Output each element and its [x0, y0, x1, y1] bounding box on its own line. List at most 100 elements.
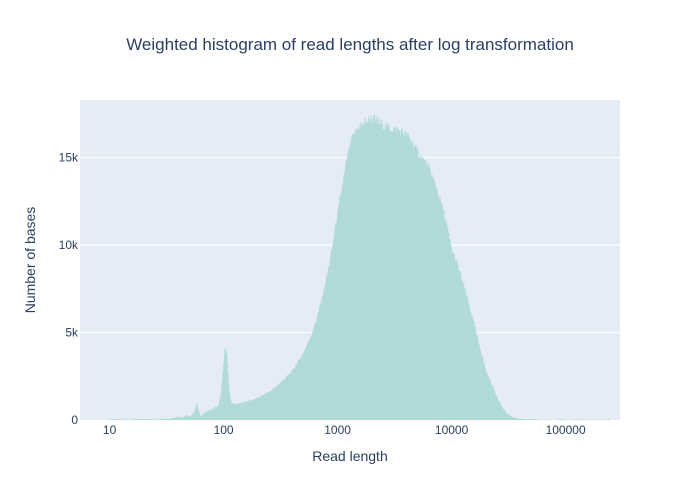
- histogram-bar: [348, 150, 350, 421]
- histogram-bar: [511, 417, 513, 421]
- histogram-bar: [353, 132, 354, 421]
- histogram-bar: [396, 133, 397, 421]
- histogram-bar: [206, 411, 208, 421]
- histogram-bar: [258, 396, 260, 421]
- histogram-bar: [389, 131, 391, 421]
- histogram-bar: [590, 419, 591, 421]
- histogram-bar: [408, 134, 410, 421]
- histogram-bar: [181, 416, 183, 421]
- histogram-bar: [429, 169, 431, 421]
- histogram-bar: [334, 229, 336, 421]
- histogram-bar: [463, 283, 465, 421]
- histogram-bar: [187, 415, 189, 421]
- histogram-bar: [414, 145, 416, 421]
- histogram-bar: [327, 271, 329, 421]
- histogram-bar: [519, 419, 521, 421]
- histogram-bar: [456, 259, 458, 421]
- histogram-bar: [340, 193, 342, 421]
- histogram-bar: [160, 419, 162, 421]
- histogram-bar: [360, 125, 362, 421]
- histogram-bar: [506, 414, 508, 421]
- histogram-bar: [510, 416, 512, 421]
- histogram-bar: [459, 271, 460, 421]
- histogram-bar: [514, 417, 516, 421]
- histogram-bar: [451, 251, 453, 421]
- histogram-bar: [415, 145, 417, 421]
- histogram-bar: [436, 189, 438, 421]
- histogram-bar: [461, 280, 463, 421]
- histogram-bar: [261, 395, 263, 421]
- histogram-bar: [159, 419, 161, 421]
- histogram-bar: [373, 114, 374, 421]
- histogram-bar: [229, 392, 231, 421]
- histogram-bar: [378, 118, 379, 421]
- histogram-bar: [344, 169, 346, 421]
- histogram-bar: [173, 417, 175, 421]
- y-tick-label: 5k: [65, 326, 79, 340]
- histogram-bar: [441, 203, 443, 421]
- histogram-bar: [252, 399, 253, 421]
- histogram-bar: [312, 332, 314, 421]
- histogram-bar: [167, 418, 169, 421]
- histogram-bar: [229, 397, 231, 421]
- histogram-bar: [225, 349, 227, 421]
- histogram-bar: [226, 363, 228, 421]
- histogram-bar: [410, 141, 412, 421]
- histogram-bar: [143, 419, 145, 421]
- y-tick-label: 0: [71, 413, 78, 427]
- histogram-bar: [492, 385, 493, 421]
- histogram-bar: [211, 408, 213, 421]
- histogram-bar: [504, 410, 506, 421]
- histogram-bar: [449, 239, 451, 421]
- histogram-bar: [370, 115, 372, 421]
- histogram-bar: [466, 295, 468, 421]
- histogram-bar: [439, 196, 441, 421]
- histogram-bar: [494, 393, 496, 421]
- histogram-bar: [357, 127, 359, 421]
- histogram-bar: [279, 383, 281, 421]
- histogram-bar: [432, 177, 434, 421]
- histogram-bar: [110, 419, 112, 421]
- histogram-bar: [426, 169, 427, 421]
- histogram-bar: [423, 158, 425, 421]
- histogram-bar: [481, 355, 483, 421]
- histogram-bar: [222, 370, 224, 421]
- histogram-bar: [170, 418, 172, 421]
- histogram-bar: [171, 418, 172, 421]
- histogram-bar: [353, 132, 355, 421]
- histogram-bar: [295, 366, 296, 421]
- histogram-bar: [486, 372, 488, 421]
- histogram-bar: [310, 337, 311, 421]
- histogram-bar: [562, 419, 564, 421]
- histogram-bar: [369, 122, 371, 421]
- histogram-bar: [237, 403, 238, 421]
- histogram-bar: [419, 157, 421, 421]
- histogram-bar: [232, 403, 233, 421]
- histogram-bar: [481, 356, 483, 421]
- histogram-bar: [427, 165, 429, 421]
- histogram-bar: [385, 128, 387, 421]
- histogram-bar: [454, 254, 455, 421]
- histogram-bar: [148, 418, 150, 421]
- histogram-bar: [274, 387, 276, 421]
- histogram-bar: [541, 419, 543, 421]
- histogram-bar: [422, 157, 424, 421]
- histogram-bar: [514, 418, 516, 421]
- histogram-bar: [298, 359, 300, 421]
- histogram-bar: [471, 316, 473, 421]
- histogram-bar: [488, 376, 490, 421]
- histogram-bar: [469, 310, 471, 421]
- histogram-bar: [332, 240, 334, 421]
- histogram-bar: [487, 376, 489, 421]
- histogram-bar: [273, 389, 275, 421]
- histogram-bar: [358, 130, 359, 421]
- histogram-bar: [256, 398, 258, 421]
- histogram-bar: [505, 412, 507, 421]
- histogram-bar: [174, 418, 176, 421]
- histogram-bar: [263, 395, 265, 421]
- histogram-bar: [492, 386, 494, 421]
- histogram-bar: [283, 380, 285, 421]
- histogram-bar: [375, 116, 377, 421]
- histogram-bar: [320, 301, 322, 421]
- histogram-bar: [214, 407, 216, 421]
